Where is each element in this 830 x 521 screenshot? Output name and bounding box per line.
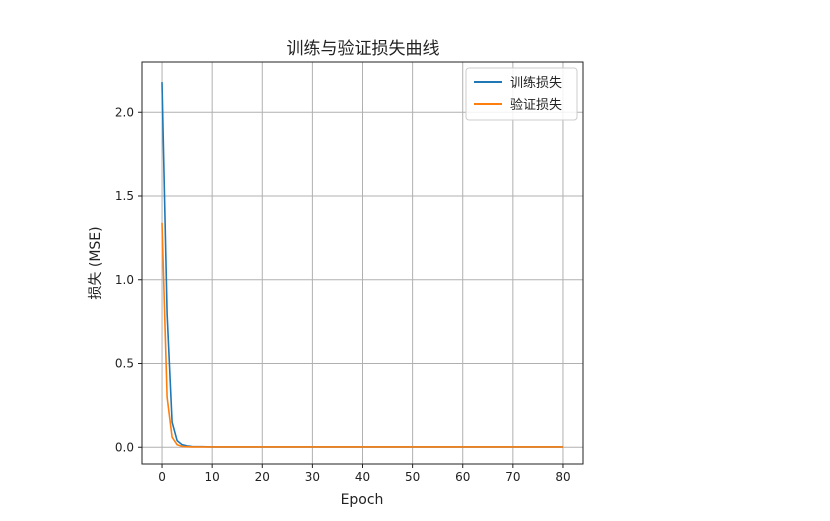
x-tick-label: 80 — [555, 470, 570, 484]
x-axis-label: Epoch — [341, 492, 384, 508]
y-tick-label: 0.0 — [115, 440, 134, 454]
y-tick-label: 1.0 — [115, 273, 134, 287]
legend-label: 验证损失 — [510, 97, 562, 113]
series-lines — [161, 82, 563, 448]
x-tick-label: 20 — [255, 470, 270, 484]
x-tick-label: 70 — [505, 470, 520, 484]
x-tick-label: 60 — [455, 470, 470, 484]
y-tick-label: 1.5 — [115, 189, 134, 203]
y-tick-label: 0.5 — [115, 357, 134, 371]
chart-title: 训练与验证损失曲线 — [287, 39, 440, 59]
grid — [142, 62, 583, 464]
x-tick-label: 10 — [205, 470, 220, 484]
y-tick-label: 2.0 — [115, 105, 134, 119]
series-line — [161, 222, 563, 448]
ticks: 0 10 20 30 40 50 60 70 80 0.0 0.5 1.0 1.5 2.0 — [115, 105, 571, 484]
x-tick-label: 50 — [405, 470, 420, 484]
legend-label: 训练损失 — [510, 76, 562, 91]
x-tick-label: 40 — [355, 470, 370, 484]
x-tick-label: 30 — [305, 470, 320, 484]
y-axis-label: 损失 (MSE) — [88, 226, 104, 299]
x-tick-label: 0 — [158, 470, 166, 484]
